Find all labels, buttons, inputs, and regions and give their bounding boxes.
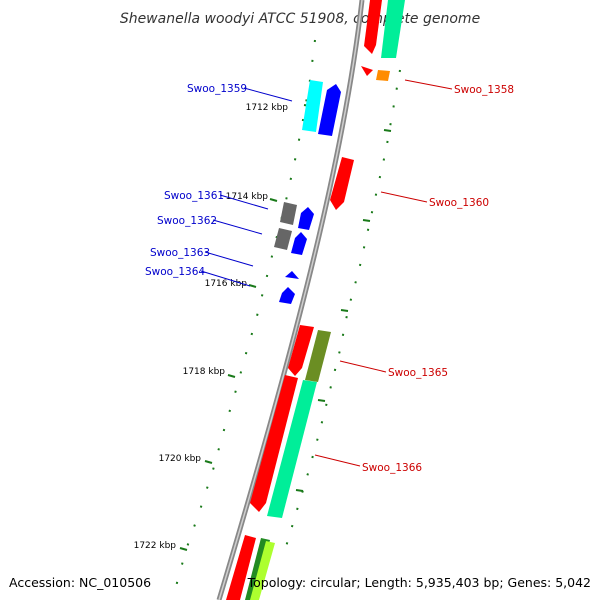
tick-mark [295,489,304,492]
gene-arrow [364,0,382,54]
gene-swoo-1365 [305,330,331,382]
tick-label: 1716 kbp [205,279,248,289]
leader-line [339,360,387,373]
leader-line [212,219,263,235]
tick-marks [179,104,392,551]
map-title: Shewanella woodyi ATCC 51908, complete g… [120,11,480,27]
tick-mark [248,284,257,288]
genome-backbone-highlight [218,0,363,600]
gene-label[interactable]: Swoo_1366 [362,462,422,474]
gene-arrow [288,325,314,376]
tick-label: 1718 kbp [183,367,226,377]
leader-line [200,270,251,287]
tick-label: 1712 kbp [246,103,289,113]
gene-arrow [291,232,307,255]
minus-strand-genes [274,80,341,304]
gene-arrow [250,541,275,600]
gene-label[interactable]: Swoo_1360 [429,197,489,209]
gene-label[interactable]: Swoo_1364 [145,266,205,278]
tick-mark [204,460,213,464]
gene-swoo-1366 [267,380,317,518]
gene-label[interactable]: Swoo_1359 [187,83,247,95]
gene-label[interactable]: Swoo_1365 [388,367,448,379]
gene-swoo-1362 [274,228,292,250]
gene-swoo-1359 [302,80,323,132]
tick-labels: 1712 kbp 1714 kbp 1716 kbp 1718 kbp 1720… [134,103,289,551]
tick-mark [179,547,188,551]
leader-line [380,191,428,203]
gene-label[interactable]: Swoo_1358 [454,84,514,96]
gene-label[interactable]: Swoo_1363 [150,247,210,259]
leader-line [314,454,361,467]
gene-swoo-1363 [285,271,299,279]
gene-label[interactable]: Swoo_1361 [164,190,224,202]
tick-mark [317,399,326,402]
gene-swoo-1360 [330,157,354,210]
tick-mark [362,219,371,222]
tick-mark [227,374,236,378]
gene-swoo-1361 [280,202,297,225]
tick-mark [340,309,349,312]
gene-swoo-1364 [279,287,295,304]
gene-labels: Swoo_1359 Swoo_1361 Swoo_1362 Swoo_1363 … [145,83,514,474]
gene-arrow [298,207,314,230]
plus-strand-genes [226,0,405,600]
gene-swoo-1358 [376,70,390,81]
leader-line [204,251,254,267]
leader-line [219,194,269,210]
leader-line [243,87,293,102]
label-leaders [200,79,453,467]
accession-text: Accession: NC_010506 [9,575,151,590]
gene-arrow [250,375,298,512]
tick-label: 1714 kbp [226,192,269,202]
gene-arrow [361,66,373,76]
tick-label: 1720 kbp [159,454,202,464]
tick-label: 1722 kbp [134,541,177,551]
tick-mark [383,129,392,132]
leader-line [404,79,453,90]
gene-arrow [318,84,341,136]
gene-arrow [381,0,405,58]
gene-arrow [226,535,256,600]
gene-label[interactable]: Swoo_1362 [157,215,217,227]
topology-text: Topology: circular; Length: 5,935,403 bp… [247,575,591,590]
tick-mark [269,198,278,202]
